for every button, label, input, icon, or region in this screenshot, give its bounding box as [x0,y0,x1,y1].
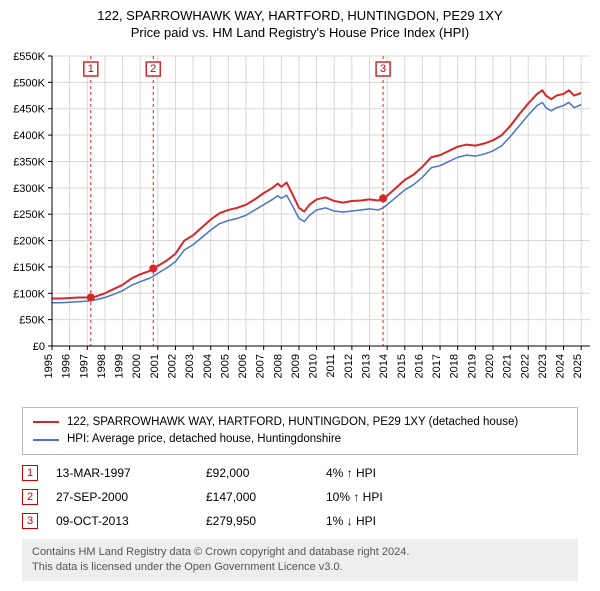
legend-label-hpi: HPI: Average price, detached house, Hunt… [67,431,341,448]
transaction-price: £147,000 [206,490,326,504]
legend-swatch-hpi [33,439,59,441]
svg-text:2020: 2020 [484,354,496,378]
svg-text:1997: 1997 [78,354,90,378]
svg-text:1995: 1995 [43,354,55,378]
svg-text:2024: 2024 [555,354,567,378]
svg-text:£300K: £300K [13,183,45,195]
svg-text:2009: 2009 [290,354,302,378]
svg-text:1999: 1999 [114,354,126,378]
svg-text:£0: £0 [33,341,45,353]
footer-line-2: This data is licensed under the Open Gov… [32,560,568,575]
transactions-table: 1 13-MAR-1997 £92,000 4% ↑ HPI 2 27-SEP-… [22,461,578,533]
title-line-1: 122, SPARROWHAWK WAY, HARTFORD, HUNTINGD… [10,8,590,25]
svg-text:£550K: £550K [13,51,45,63]
chart-area: £0 £50K £100K £150K £200K £250K £300K £350K £400… [0,46,600,401]
svg-text:2: 2 [150,63,156,75]
svg-text:£150K: £150K [13,262,45,274]
chart-svg: £0 £50K £100K £150K £200K £250K £300K £350K £400… [0,46,600,401]
transaction-marker: 1 [22,465,38,481]
svg-text:£50K: £50K [19,314,45,326]
svg-text:2000: 2000 [131,354,143,378]
svg-text:2018: 2018 [449,354,461,378]
svg-text:£250K: £250K [13,209,45,221]
transaction-date: 13-MAR-1997 [56,466,206,480]
svg-text:2016: 2016 [413,354,425,378]
svg-text:2008: 2008 [272,354,284,378]
transaction-row: 2 27-SEP-2000 £147,000 10% ↑ HPI [22,485,578,509]
svg-text:1996: 1996 [61,354,73,378]
page-container: 122, SPARROWHAWK WAY, HARTFORD, HUNTINGD… [0,0,600,581]
svg-text:£350K: £350K [13,156,45,168]
transaction-price: £92,000 [206,466,326,480]
svg-text:2007: 2007 [255,354,267,378]
svg-text:£400K: £400K [13,130,45,142]
legend-label-price-paid: 122, SPARROWHAWK WAY, HARTFORD, HUNTINGD… [67,414,518,431]
chart-titles: 122, SPARROWHAWK WAY, HARTFORD, HUNTINGD… [0,0,600,46]
svg-text:2025: 2025 [572,354,584,378]
svg-text:2019: 2019 [466,354,478,378]
legend-item-price-paid: 122, SPARROWHAWK WAY, HARTFORD, HUNTINGD… [33,414,567,431]
svg-text:1: 1 [88,63,94,75]
transaction-date: 09-OCT-2013 [56,514,206,528]
transaction-hpi: 4% ↑ HPI [326,466,578,480]
svg-text:2004: 2004 [202,354,214,378]
svg-text:2006: 2006 [237,354,249,378]
footer-line-1: Contains HM Land Registry data © Crown c… [32,545,568,560]
legend-swatch-price-paid [33,421,59,423]
svg-text:2003: 2003 [184,354,196,378]
transaction-hpi: 1% ↓ HPI [326,514,578,528]
svg-text:1998: 1998 [96,354,108,378]
transaction-date: 27-SEP-2000 [56,490,206,504]
legend-item-hpi: HPI: Average price, detached house, Hunt… [33,431,567,448]
svg-text:2011: 2011 [325,354,337,378]
svg-text:2023: 2023 [537,354,549,378]
svg-text:£500K: £500K [13,77,45,89]
svg-text:2022: 2022 [519,354,531,378]
transaction-row: 3 09-OCT-2013 £279,950 1% ↓ HPI [22,509,578,533]
svg-text:2012: 2012 [343,354,355,378]
svg-text:2013: 2013 [361,354,373,378]
svg-text:2017: 2017 [431,354,443,378]
svg-text:£200K: £200K [13,235,45,247]
svg-text:2010: 2010 [308,354,320,378]
svg-text:2015: 2015 [396,354,408,378]
svg-text:£100K: £100K [13,288,45,300]
svg-text:2021: 2021 [502,354,514,378]
footer-attribution: Contains HM Land Registry data © Crown c… [22,539,578,581]
svg-text:£450K: £450K [13,104,45,116]
transaction-row: 1 13-MAR-1997 £92,000 4% ↑ HPI [22,461,578,485]
title-line-2: Price paid vs. HM Land Registry's House … [10,25,590,42]
svg-text:2001: 2001 [149,354,161,378]
chart-legend: 122, SPARROWHAWK WAY, HARTFORD, HUNTINGD… [22,407,578,456]
transaction-price: £279,950 [206,514,326,528]
svg-text:2005: 2005 [219,354,231,378]
svg-text:3: 3 [380,63,386,75]
transaction-marker: 2 [22,489,38,505]
transaction-marker: 3 [22,513,38,529]
svg-text:2002: 2002 [166,354,178,378]
transaction-hpi: 10% ↑ HPI [326,490,578,504]
svg-text:2014: 2014 [378,354,390,378]
